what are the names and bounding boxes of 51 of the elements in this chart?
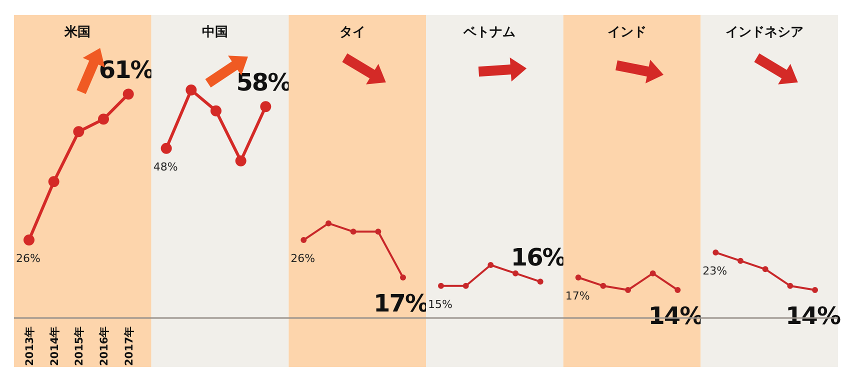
chart-title: タイ <box>339 25 366 40</box>
x-tick-label: 2015年 <box>72 326 86 366</box>
data-label: 61% <box>98 56 154 84</box>
point <box>122 88 134 100</box>
point <box>738 258 744 264</box>
data-label: 15% <box>428 298 452 311</box>
point <box>600 282 606 289</box>
point <box>300 237 307 243</box>
point <box>210 105 222 116</box>
point <box>326 220 332 226</box>
point <box>24 234 34 246</box>
point <box>375 228 382 235</box>
point <box>73 126 84 138</box>
point <box>160 142 172 154</box>
data-label: 58% <box>236 68 292 97</box>
point <box>650 270 656 276</box>
point <box>260 101 272 112</box>
point <box>575 274 582 280</box>
data-label: 48% <box>153 160 178 174</box>
point <box>512 270 518 276</box>
point <box>400 274 406 280</box>
data-label: 16% <box>510 244 566 272</box>
x-tick-label: 2013年 <box>23 326 36 366</box>
chart-title: ベトナム <box>462 25 516 40</box>
point <box>98 114 109 125</box>
point <box>48 176 60 188</box>
chart-title: 中国 <box>202 25 228 40</box>
point <box>625 287 631 293</box>
point <box>712 250 719 256</box>
point <box>462 282 469 289</box>
x-tick-label: 2017年 <box>122 326 136 366</box>
point <box>186 84 197 96</box>
point <box>488 262 494 268</box>
point <box>787 282 794 289</box>
chart-title: インド <box>608 25 646 40</box>
x-tick-label: 2016年 <box>98 326 110 366</box>
chart-title: 米国 <box>64 25 91 40</box>
data-label: 23% <box>702 264 728 278</box>
point <box>350 228 356 235</box>
point <box>235 155 246 166</box>
point <box>812 287 818 293</box>
data-label: 26% <box>290 252 316 265</box>
data-label: 17% <box>374 290 429 318</box>
point <box>537 278 544 285</box>
point <box>438 282 444 289</box>
chart-title: インドネシア <box>725 25 804 40</box>
x-tick-label: 2014年 <box>48 326 61 366</box>
point <box>674 287 681 293</box>
data-label: 17% <box>565 290 590 302</box>
data-label: 26% <box>16 252 40 265</box>
point <box>762 266 768 272</box>
